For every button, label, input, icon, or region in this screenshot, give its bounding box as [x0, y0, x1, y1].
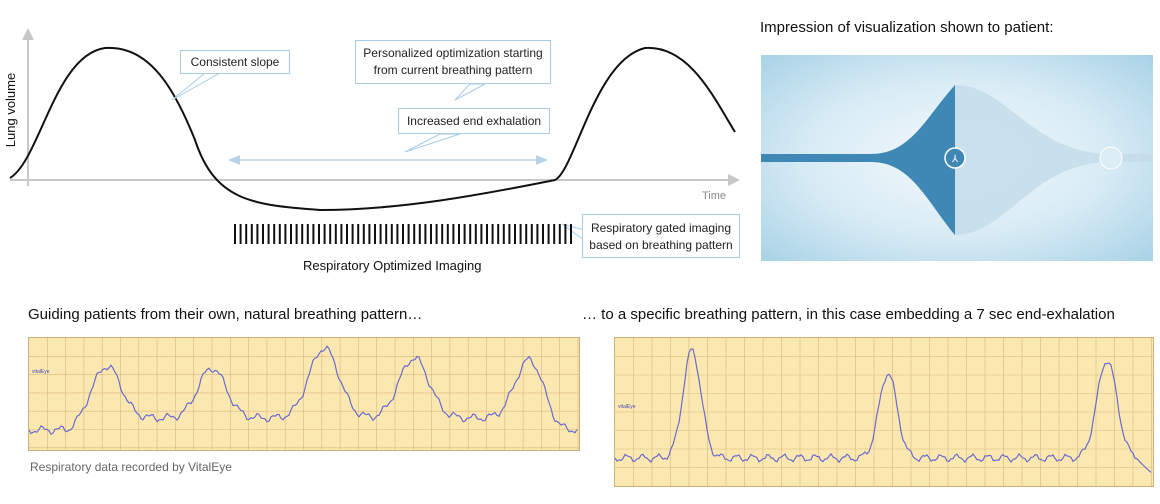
specific-breathing-trace: [614, 348, 1152, 473]
past-breath-envelope: [761, 85, 955, 235]
x-axis-label: Time: [702, 190, 726, 202]
callout-increased-end-exhalation: Increased end exhalation: [398, 108, 550, 134]
breathing-curve: [9, 46, 736, 212]
data-source-caption: Respiratory data recorded by VitalEye: [30, 460, 232, 474]
vitaleye-badge: vitalEye: [32, 369, 50, 375]
x-axis-arrow: [728, 174, 740, 186]
callout-respiratory-gated-imaging: Respiratory gated imaging based on breat…: [582, 214, 740, 258]
y-axis-arrow: [22, 28, 34, 40]
current-position-marker: [944, 147, 966, 169]
natural-pattern-heading: Guiding patients from their own, natural…: [28, 306, 423, 323]
person-icon: ⅄: [951, 154, 959, 165]
callout-consistent-slope: Consistent slope: [180, 50, 290, 74]
natural-breathing-trace: [28, 345, 578, 436]
vitaleye-badge: vitalEye: [618, 404, 636, 410]
specific-pattern-heading: … to a specific breathing pattern, in th…: [582, 306, 1115, 323]
gating-bars: [234, 224, 572, 244]
natural-breathing-chart: vitalEye: [28, 337, 580, 451]
imaging-caption: Respiratory Optimized Imaging: [303, 258, 482, 273]
target-marker: [1099, 146, 1123, 170]
specific-breathing-chart: vitalEye: [614, 337, 1154, 487]
breathing-diagram: Lung volume Time: [3, 28, 740, 244]
future-breath-envelope: [955, 85, 1153, 235]
y-axis-label: Lung volume: [3, 73, 18, 147]
callout-personalized-optimization: Personalized optimization starting from …: [355, 40, 551, 84]
visualization-heading: Impression of visualization shown to pat…: [760, 19, 1054, 36]
patient-visualization: ⅄: [761, 55, 1153, 261]
